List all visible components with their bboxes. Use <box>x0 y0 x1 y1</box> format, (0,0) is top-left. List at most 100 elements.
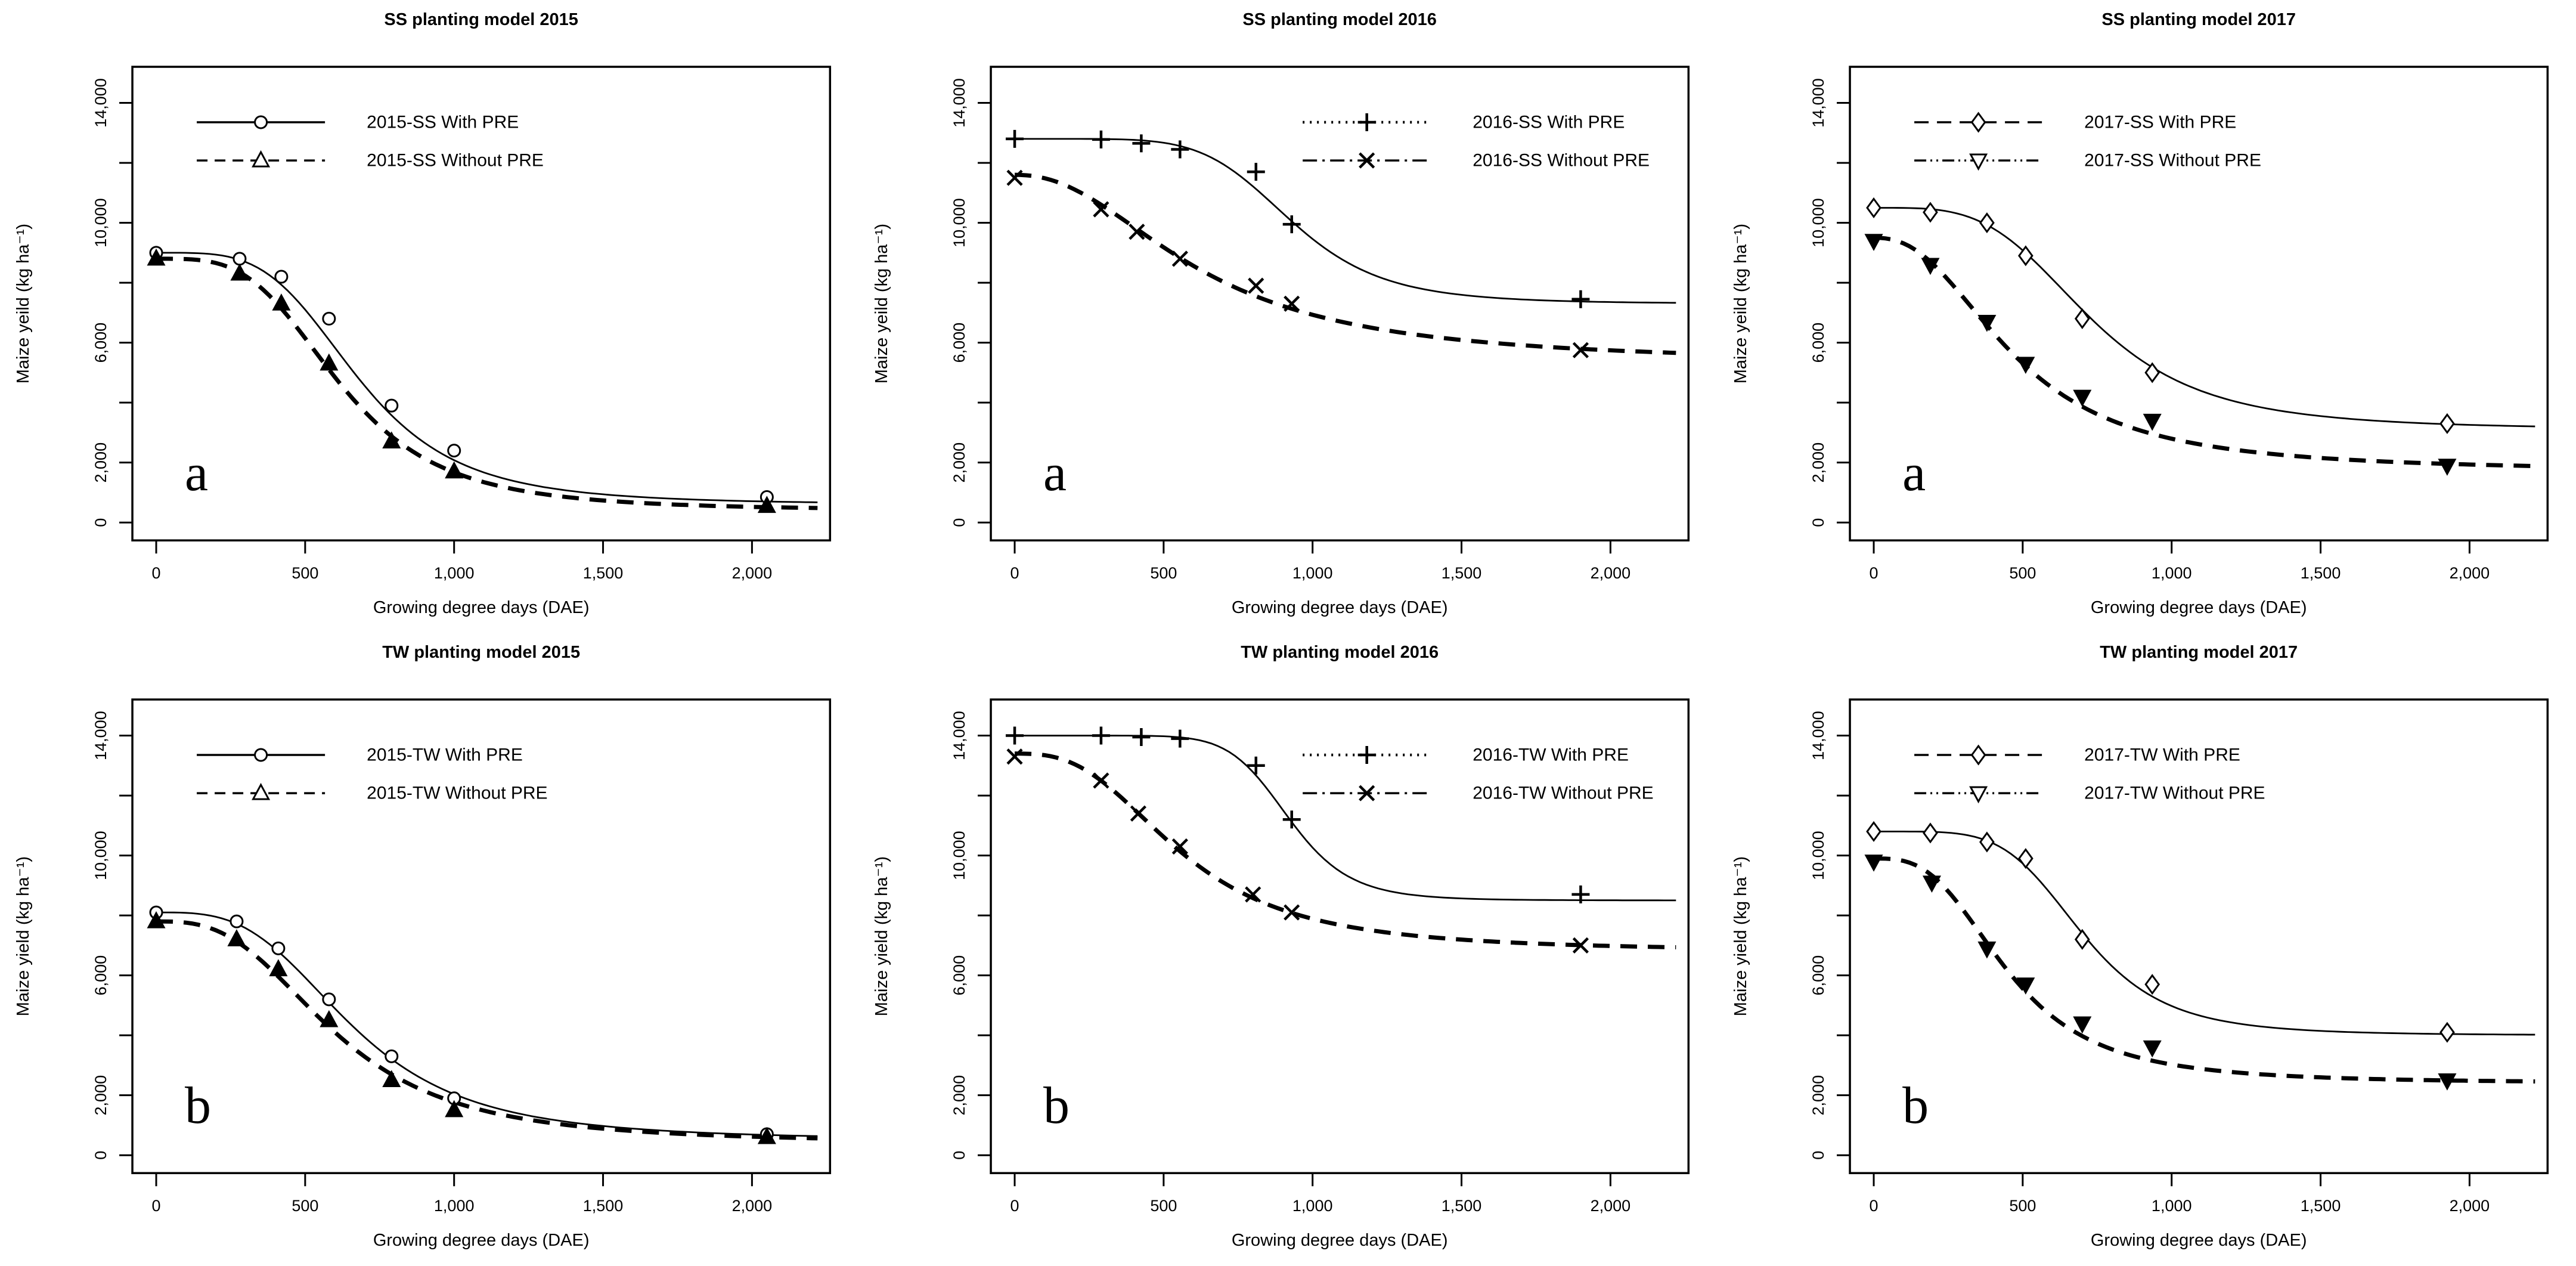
chart-tw-2016: TW planting model 2016 0 500 1,000 1,500 2,00… <box>872 643 1690 1250</box>
legend-label: 2017-TW Without PRE <box>2084 784 2265 803</box>
data-point <box>1922 875 1941 893</box>
data-point <box>322 311 336 326</box>
panel-ss-2015: SS planting model 2015 0 500 1,000 1,500 2,00… <box>0 0 858 633</box>
series-points-1 <box>1864 855 2457 1091</box>
y-tick-label: 14,000 <box>1809 711 1827 760</box>
chart-title: TW planting model 2017 <box>2100 643 2298 662</box>
data-point <box>2144 974 2160 995</box>
legend-entry-1: 2015-SS Without PRE <box>197 150 544 171</box>
legend-label: 2016-SS With PRE <box>1473 113 1625 132</box>
data-point <box>2438 459 2457 476</box>
x-tick-label: 500 <box>2009 1197 2036 1215</box>
data-point <box>1172 838 1189 855</box>
marker-triangle-down-icon <box>1969 786 1988 804</box>
plot-area <box>1848 698 2549 1175</box>
chart-ss-2016: SS planting model 2016 0 500 1,000 1,500 2,00… <box>872 10 1690 617</box>
x-axis-label: Growing degree days (DAE) <box>373 598 590 617</box>
data-point <box>1921 258 1940 276</box>
series-curve-0 <box>1015 735 1676 902</box>
data-point <box>1284 295 1300 312</box>
y-tick-label: 0 <box>950 518 968 527</box>
marker-x-icon <box>1359 152 1375 169</box>
legend-label: 2015-TW Without PRE <box>367 784 547 803</box>
data-point <box>1171 729 1189 748</box>
series-curve-0 <box>1873 207 2535 428</box>
x-tick-label: 2,000 <box>732 1197 773 1215</box>
y-tick-label: 14,000 <box>950 78 968 128</box>
data-point <box>1093 772 1109 789</box>
marker-diamond-icon <box>1970 112 1986 133</box>
panel-letter: b <box>1043 1077 1070 1135</box>
marker-triangle-up-icon <box>252 150 271 168</box>
legend-label: 2015-TW With PRE <box>367 745 523 765</box>
chart-tw-2015: TW planting model 2015 0 500 1,000 1,500 2,00… <box>14 643 832 1250</box>
panel-tw-2016: TW planting model 2016 0 500 1,000 1,500 2,00… <box>858 633 1717 1265</box>
data-point <box>2143 1041 2162 1058</box>
x-tick-label: 1,500 <box>1442 1197 1482 1215</box>
y-tick-label: 6,000 <box>950 955 968 996</box>
panel-tw-2015: TW planting model 2015 0 500 1,000 1,500 2,00… <box>0 633 858 1265</box>
x-tick-label: 2,000 <box>1591 1197 1631 1215</box>
panel-letter: b <box>185 1077 211 1135</box>
data-point <box>269 959 288 977</box>
series-curve-0 <box>1873 831 2535 1036</box>
x-tick-label: 500 <box>2009 564 2036 582</box>
marker-diamond-icon <box>1970 744 1986 766</box>
legend-label: 2016-TW Without PRE <box>1473 784 1654 803</box>
panel-letter: a <box>1043 444 1067 502</box>
y-tick-label: 0 <box>92 518 110 527</box>
data-point <box>1092 726 1111 745</box>
data-point <box>1922 202 1938 223</box>
data-point <box>447 444 461 458</box>
legend-entry-1: 2017-SS Without PRE <box>1914 151 2261 171</box>
x-tick-label: 500 <box>1151 564 1177 582</box>
data-point <box>1977 314 1997 332</box>
data-point <box>2074 308 2090 329</box>
chart-ss-2017: SS planting model 2017 0 500 1,000 1,500 2,00… <box>1731 10 2549 617</box>
series-points-1 <box>1006 169 1589 358</box>
series-curve-0 <box>156 252 818 503</box>
data-point <box>2016 977 2035 995</box>
data-point <box>1092 130 1111 148</box>
y-tick-label: 2,000 <box>1809 1075 1827 1116</box>
legend-label: 2016-SS Without PRE <box>1473 151 1650 171</box>
marker-triangle-down-icon <box>1969 153 1988 171</box>
data-point <box>1977 942 1997 959</box>
y-tick-label: 14,000 <box>950 711 968 760</box>
data-point <box>1283 810 1301 829</box>
data-point <box>385 398 399 413</box>
y-tick-label: 2,000 <box>1809 442 1827 483</box>
x-tick-label: 1,500 <box>583 564 624 582</box>
x-axis-label: Growing degree days (DAE) <box>1232 598 1448 617</box>
series-curve-1 <box>1873 236 2535 469</box>
legend-entry-0: 2017-SS With PRE <box>1914 112 2236 133</box>
data-point <box>2439 413 2455 434</box>
chart-title: TW planting model 2016 <box>1241 643 1439 662</box>
chart-title: SS planting model 2015 <box>384 10 578 29</box>
data-point <box>1171 140 1189 159</box>
data-point <box>1573 342 1589 358</box>
series-points-1 <box>147 911 776 1144</box>
y-tick-label: 0 <box>1809 518 1827 527</box>
legend-label: 2015-SS Without PRE <box>367 151 544 171</box>
data-point <box>1979 212 1995 234</box>
data-point <box>1245 886 1261 903</box>
y-tick-label: 10,000 <box>1809 198 1827 247</box>
chart-ss-2015: SS planting model 2015 0 500 1,000 1,500 2,00… <box>14 10 832 617</box>
data-point <box>2017 848 2033 869</box>
y-axis-label: Maize yeild (kg ha⁻¹) <box>14 224 33 383</box>
series-curve-1 <box>1873 856 2535 1084</box>
data-point <box>445 1100 464 1118</box>
data-point <box>382 1070 401 1088</box>
data-point <box>1006 726 1024 745</box>
x-tick-label: 2,000 <box>2449 1197 2490 1215</box>
panel-ss-2016: SS planting model 2016 0 500 1,000 1,500 2,00… <box>858 0 1717 633</box>
y-axis-label: Maize yield (kg ha⁻¹) <box>14 856 33 1016</box>
legend-label: 2016-TW With PRE <box>1473 745 1629 765</box>
data-point <box>320 1010 339 1027</box>
y-tick-label: 10,000 <box>92 831 110 881</box>
data-point <box>147 248 166 266</box>
series-points-1 <box>1006 748 1589 954</box>
x-tick-label: 0 <box>1869 1197 1878 1215</box>
y-tick-label: 2,000 <box>950 1075 968 1116</box>
